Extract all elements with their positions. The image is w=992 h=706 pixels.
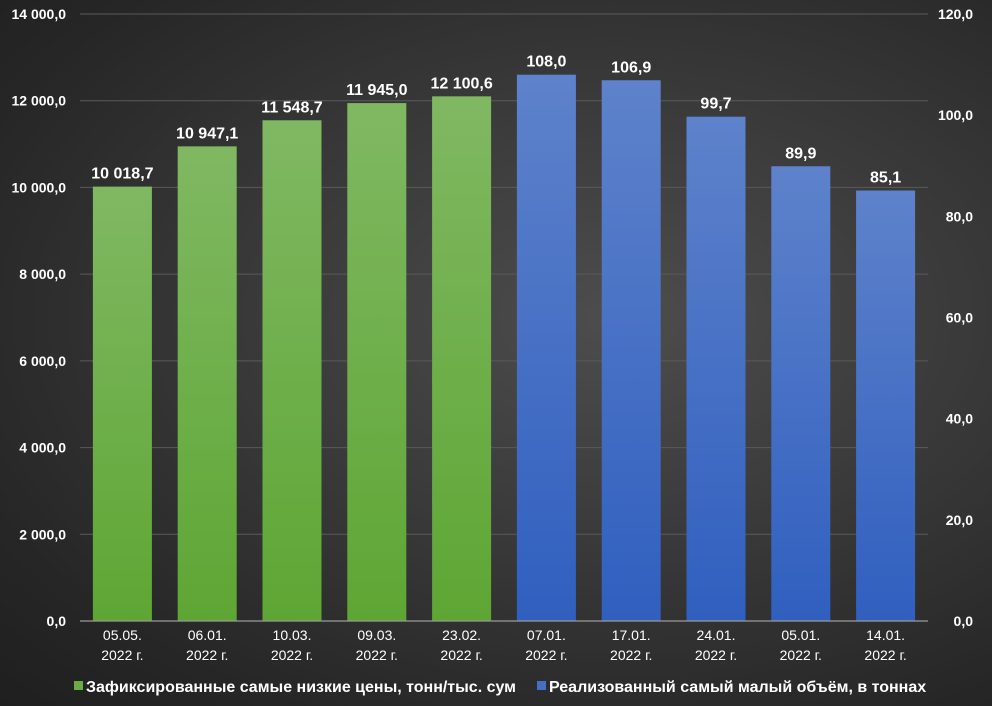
- x-axis-category-label: 2022 г.: [864, 647, 906, 663]
- data-label: 99,7: [700, 96, 731, 113]
- data-label: 12 100,6: [430, 75, 492, 92]
- x-axis-category-label: 23.02.: [442, 627, 481, 643]
- x-axis-categories: 05.05. 2022 г. 06.01. 2022 г. 10.03. 2022 г. 0…: [101, 627, 907, 663]
- x-axis-category-label: 07.01.: [527, 627, 566, 643]
- x-axis-category-label: 17.01.: [612, 627, 651, 643]
- left-axis-tick-label: 6 000,0: [19, 353, 66, 369]
- bars: [92, 74, 916, 622]
- x-axis-category-label: 2022 г.: [271, 647, 313, 663]
- bar-volume[interactable]: [601, 80, 661, 622]
- x-axis-category-label: 10.03.: [273, 627, 312, 643]
- left-axis-tick-label: 4 000,0: [19, 440, 66, 456]
- right-axis-tick-label: 60,0: [946, 310, 973, 326]
- x-axis-category-label: 09.03.: [357, 627, 396, 643]
- right-axis-tick-label: 0,0: [954, 613, 974, 629]
- legend-item-volume[interactable]: Реализованный самый малый объём, в тонна…: [537, 679, 926, 696]
- x-axis-category-label: 2022 г.: [610, 647, 652, 663]
- left-axis-tick-label: 10 000,0: [12, 179, 67, 195]
- legend-swatch-prices: [74, 681, 83, 690]
- x-axis-category-label: 2022 г.: [101, 647, 143, 663]
- data-label: 106,9: [611, 59, 651, 76]
- data-label: 10 018,7: [91, 166, 153, 183]
- data-label: 108,0: [526, 54, 566, 71]
- x-axis-category-label: 14.01.: [866, 627, 905, 643]
- legend-item-prices[interactable]: Зафиксированные самые низкие цены, тонн/…: [74, 679, 516, 696]
- bar-volume[interactable]: [771, 166, 831, 621]
- legend-swatch-volume: [537, 681, 546, 690]
- legend-label-volume: Реализованный самый малый объём, в тонна…: [549, 679, 926, 696]
- data-label: 85,1: [870, 170, 901, 187]
- bar-price[interactable]: [432, 96, 492, 622]
- right-y-axis: 0,0 20,0 40,0 60,0 80,0 100,0 120,0: [938, 6, 973, 629]
- bar-volume[interactable]: [516, 74, 576, 621]
- data-label: 10 947,1: [176, 125, 238, 142]
- right-axis-tick-label: 120,0: [938, 6, 973, 22]
- x-axis-category-label: 06.01.: [188, 627, 227, 643]
- x-axis-category-label: 05.05.: [103, 627, 142, 643]
- legend: Зафиксированные самые низкие цены, тонн/…: [74, 679, 926, 696]
- x-axis-category-label: 2022 г.: [356, 647, 398, 663]
- data-label: 11 548,7: [261, 99, 323, 116]
- left-axis-tick-label: 14 000,0: [12, 6, 67, 22]
- x-axis-category-label: 2022 г.: [440, 647, 482, 663]
- x-axis-category-label: 24.01.: [697, 627, 736, 643]
- right-axis-tick-label: 80,0: [946, 208, 973, 224]
- x-axis-category-label: 2022 г.: [525, 647, 567, 663]
- data-labels: 10 018,7 10 947,1 11 548,7 11 945,0 12 100,6…: [91, 54, 901, 187]
- right-axis-tick-label: 100,0: [938, 107, 973, 123]
- bar-price[interactable]: [262, 120, 322, 621]
- left-y-axis: 0,0 2 000,0 4 000,0 6 000,0 8 000,0 10 000,0 1…: [12, 6, 67, 629]
- x-axis-category-label: 2022 г.: [186, 647, 228, 663]
- left-axis-tick-label: 0,0: [47, 613, 67, 629]
- left-axis-tick-label: 2 000,0: [19, 526, 66, 542]
- x-axis-category-label: 05.01.: [781, 627, 820, 643]
- bar-volume[interactable]: [856, 190, 916, 621]
- data-label: 89,9: [785, 145, 816, 162]
- x-axis-category-label: 2022 г.: [780, 647, 822, 663]
- data-label: 11 945,0: [346, 82, 408, 99]
- left-axis-tick-label: 8 000,0: [19, 266, 66, 282]
- legend-label-prices: Зафиксированные самые низкие цены, тонн/…: [86, 679, 516, 696]
- left-axis-tick-label: 12 000,0: [12, 93, 67, 109]
- bar-volume[interactable]: [686, 116, 746, 621]
- bar-price[interactable]: [177, 146, 237, 621]
- right-axis-tick-label: 20,0: [946, 512, 973, 528]
- bar-price[interactable]: [92, 186, 152, 621]
- x-axis-category-label: 2022 г.: [695, 647, 737, 663]
- bar-price[interactable]: [347, 103, 407, 621]
- right-axis-tick-label: 40,0: [946, 411, 973, 427]
